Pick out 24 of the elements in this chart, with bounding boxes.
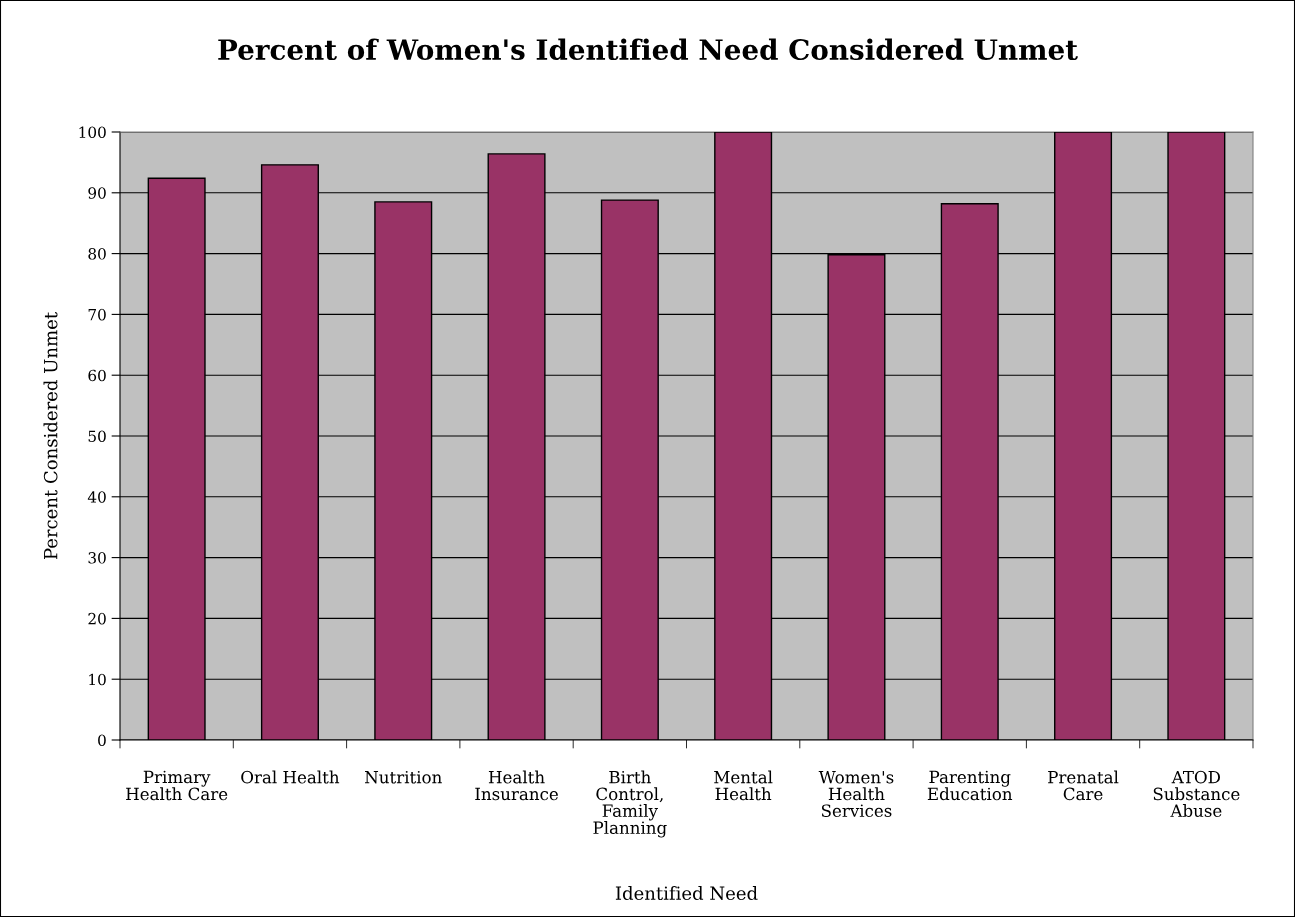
x-tick-label: Primary Health Care (126, 770, 228, 801)
x-tick-label: Parenting Education (927, 770, 1013, 801)
x-tick-label: Health Insurance (475, 770, 558, 801)
chart-title: Percent of Women's Identified Need Considered Unmet (218, 38, 1078, 61)
y-tick-label: 30 (88, 552, 106, 564)
x-tick-label: Mental Health (714, 770, 773, 801)
y-tick-label: 60 (88, 369, 106, 382)
x-tick-label: Birth Control, Family Planning (593, 770, 667, 838)
y-tick-label: 20 (88, 612, 106, 625)
x-tick-label: Prenatal Care (1048, 770, 1119, 801)
x-tick-label: ATOD Substance Abuse (1153, 770, 1240, 817)
y-tick-label: 40 (87, 491, 106, 503)
y-tick-label: 70 (88, 308, 106, 321)
x-axis-title: Identified Need (615, 886, 758, 901)
x-tick-label: Oral Health (241, 770, 340, 784)
y-tick-label: 90 (88, 187, 106, 199)
y-axis-title: Percent Considered Unmet (43, 312, 58, 560)
y-tick-label: 80 (88, 248, 106, 260)
y-tick-label: 100 (79, 126, 106, 139)
x-tick-label: Women's Health Services (818, 771, 894, 817)
y-tick-label: 0 (98, 734, 106, 747)
y-tick-label: 50 (88, 430, 106, 443)
x-tick-label: Nutrition (365, 770, 442, 784)
y-tick-label: 10 (89, 673, 106, 686)
